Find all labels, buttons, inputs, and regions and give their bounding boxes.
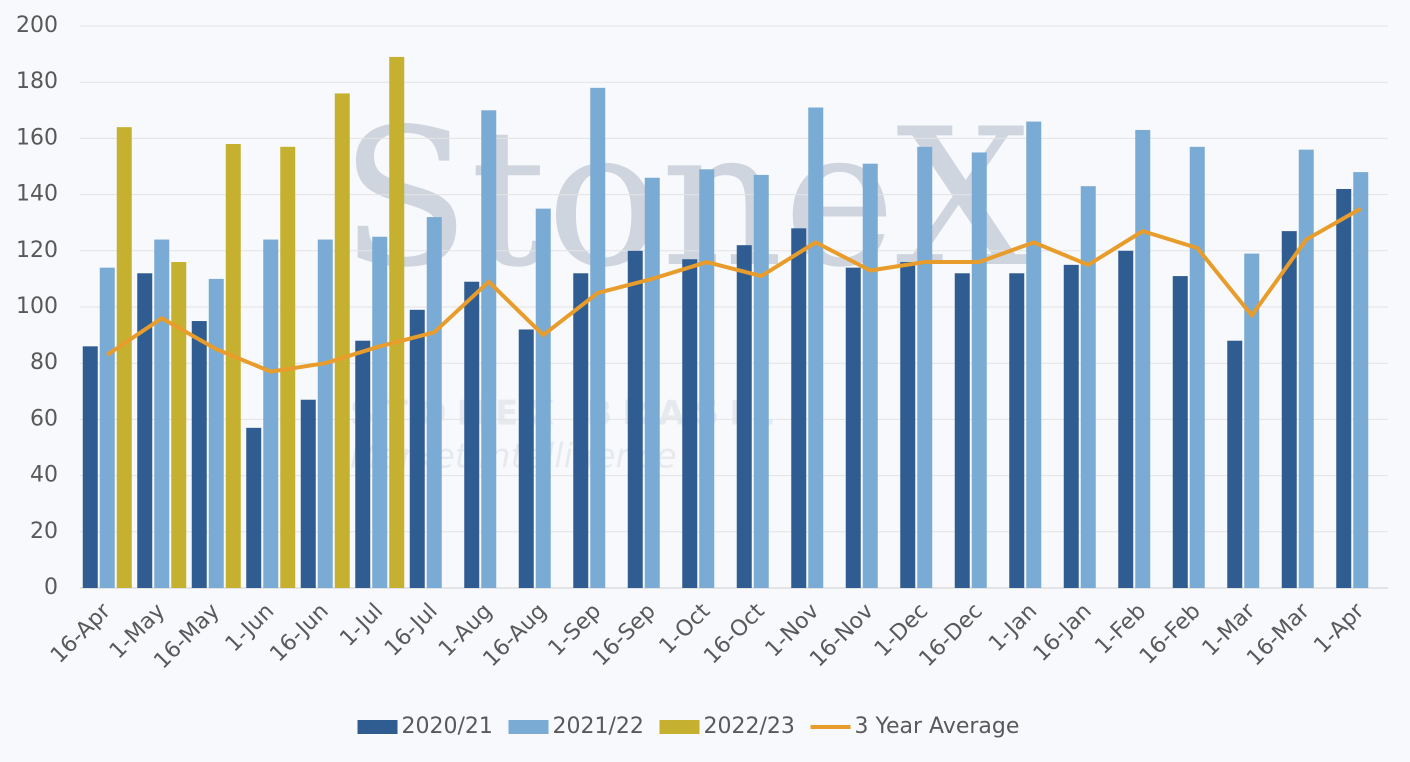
bar [954, 273, 970, 588]
legend-label: 2020/21 [402, 714, 493, 739]
bar [355, 340, 371, 588]
bar [191, 321, 207, 588]
bar [1227, 340, 1243, 588]
bar [137, 273, 153, 588]
bar [1080, 186, 1096, 589]
y-tick-label: 100 [16, 294, 58, 319]
bar [736, 245, 752, 588]
y-tick-label: 180 [16, 69, 58, 94]
bar [900, 262, 916, 588]
bar [627, 250, 643, 589]
bar [1189, 146, 1205, 588]
bar [1353, 172, 1369, 588]
bar [317, 239, 333, 588]
bar [1281, 231, 1297, 588]
y-tick-label: 200 [16, 13, 58, 38]
bar [300, 399, 316, 588]
bar [753, 174, 769, 588]
bar [99, 267, 115, 588]
x-tick-label: 16-Feb [1135, 599, 1206, 670]
x-tick-label: 16-Apr [46, 598, 116, 668]
y-tick-label: 140 [16, 182, 58, 207]
bar [154, 239, 170, 588]
legend-label: 2021/22 [553, 714, 644, 739]
y-tick-label: 120 [16, 238, 58, 263]
y-tick-label: 80 [30, 350, 58, 375]
watermark-tagline: Market Intelligence [350, 437, 677, 477]
bar [699, 169, 715, 588]
bar [389, 56, 405, 589]
bar [791, 228, 807, 588]
average-line [106, 206, 1362, 374]
x-tick-label: 1-Apr [1309, 598, 1369, 658]
bar [644, 177, 660, 589]
bar [1118, 250, 1134, 589]
bar [1336, 188, 1352, 589]
x-tick-label: 16-Mar [1242, 598, 1315, 671]
bar [1298, 149, 1314, 588]
bar [1063, 264, 1079, 588]
x-tick-label: 16-Jan [1029, 599, 1097, 667]
bar [808, 107, 824, 589]
x-tick-label: 16-Oct [699, 599, 770, 670]
legend-item: 2021/22 [508, 714, 644, 739]
legend-item: 3 Year Average [810, 714, 1020, 739]
bar [225, 144, 241, 588]
bar [116, 127, 132, 588]
legend-label: 2022/23 [704, 714, 795, 739]
bar [971, 152, 987, 588]
bar [518, 329, 534, 588]
y-tick-label: 60 [30, 406, 58, 431]
bar [171, 262, 187, 588]
legend-swatch [659, 720, 700, 734]
bar [1172, 276, 1188, 588]
bar [263, 239, 279, 588]
y-tick-label: 0 [44, 575, 58, 600]
bar [682, 259, 698, 588]
legend-label: 3 Year Average [855, 714, 1020, 739]
bar [535, 208, 551, 588]
bar [82, 346, 98, 588]
bar [481, 110, 497, 589]
bar [862, 163, 878, 588]
bar [426, 217, 442, 588]
bar [334, 93, 350, 588]
bar [208, 278, 224, 588]
bar [845, 267, 861, 588]
y-tick-label: 160 [16, 125, 58, 150]
y-tick-label: 20 [30, 519, 58, 544]
bar [1009, 273, 1025, 588]
bar [1026, 121, 1042, 588]
bar [409, 309, 425, 588]
bar [464, 281, 480, 588]
bar [246, 427, 262, 588]
x-tick-label: 16-Jun [265, 599, 333, 667]
legend-swatch [357, 720, 398, 734]
bar [372, 236, 388, 588]
bar [590, 87, 606, 588]
bar [573, 273, 589, 588]
bar [1244, 253, 1260, 589]
bar [917, 146, 933, 588]
legend-item: 2020/21 [357, 714, 493, 739]
legend-swatch [508, 720, 549, 734]
y-tick-label: 40 [30, 463, 58, 488]
bar [1135, 129, 1151, 588]
x-tick-label: 16-Jul [380, 599, 443, 662]
legend-item: 2022/23 [659, 714, 795, 739]
